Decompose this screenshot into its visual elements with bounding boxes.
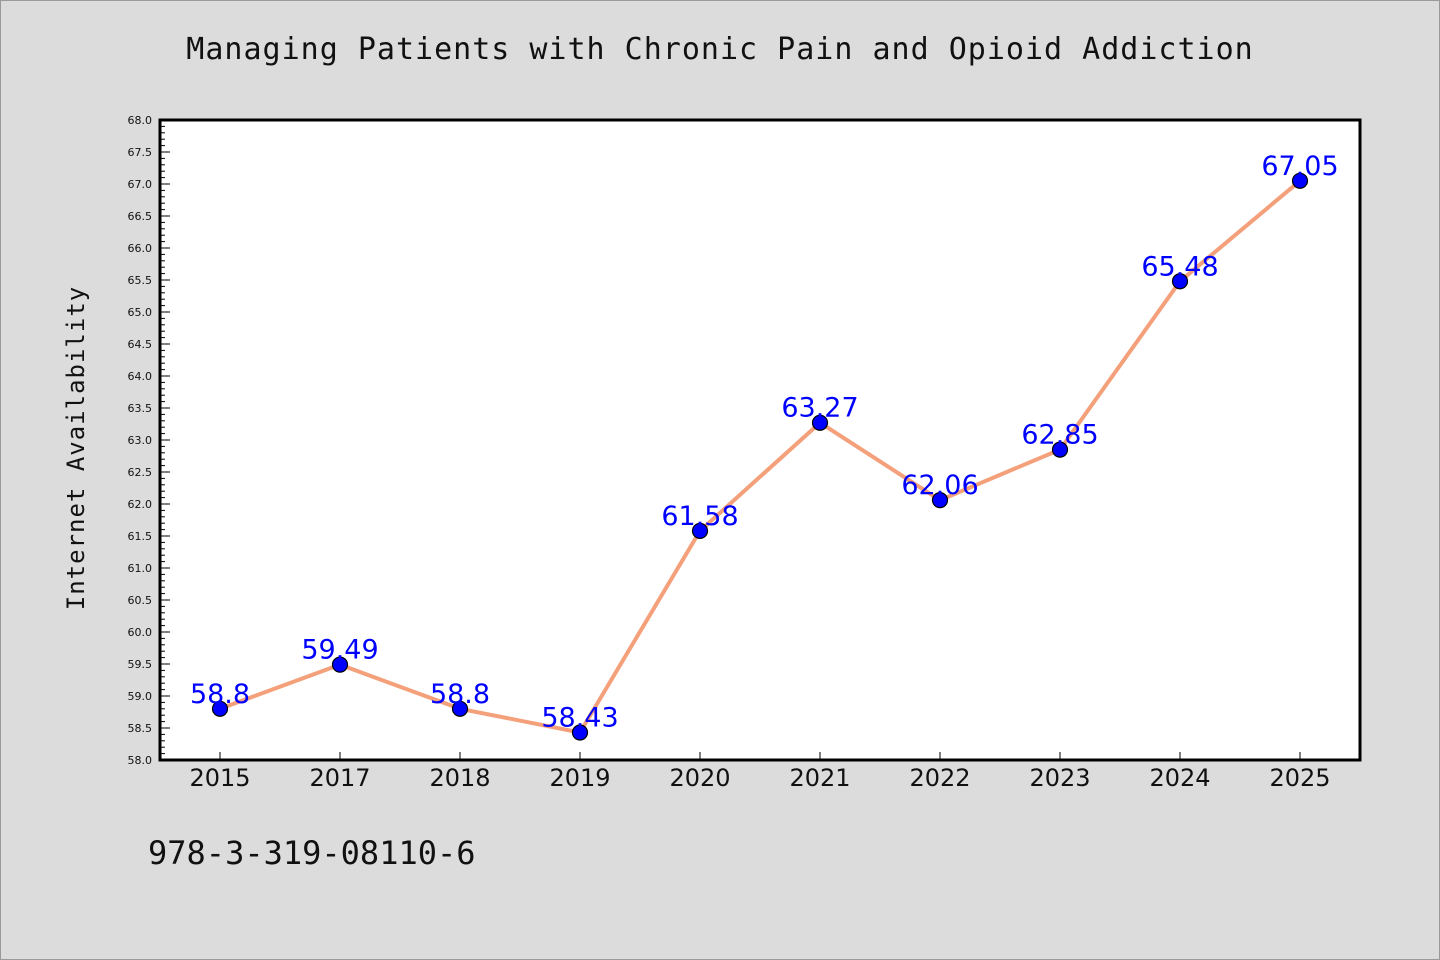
data-point (451, 700, 469, 717)
y-tick-label: 60.0 (128, 626, 153, 639)
data-point (691, 522, 709, 539)
x-tick-label: 2023 (1029, 764, 1090, 792)
x-tick-label: 2015 (189, 764, 250, 792)
series-line (218, 178, 1302, 735)
data-label: 58.8 (430, 679, 490, 710)
y-tick-label: 64.0 (128, 370, 153, 383)
plot-border (158, 118, 1362, 762)
x-axis-ticks: 2015 2017 2018 2019 2020 2021 2022 2023 2024 2025 (189, 752, 1331, 792)
x-tick-label: 2020 (669, 764, 730, 792)
data-point (811, 414, 829, 431)
x-tick-label: 2024 (1149, 764, 1210, 792)
data-label: 62.85 (1021, 420, 1098, 451)
y-tick-label: 64.5 (128, 338, 153, 351)
y-tick-label: 59.0 (128, 690, 153, 703)
x-tick-label: 2022 (909, 764, 970, 792)
data-labels: 58.8 59.49 58.8 58.43 61.58 63.27 62.06 62.85 65… (190, 151, 1339, 734)
y-tick-label: 67.0 (128, 178, 153, 191)
data-point (571, 724, 589, 741)
x-tick-label: 2019 (549, 764, 610, 792)
y-tick-label: 67.5 (128, 146, 153, 159)
y-tick-label: 66.5 (128, 210, 153, 223)
y-tick-label: 62.0 (128, 498, 153, 511)
data-label: 63.27 (781, 393, 858, 424)
y-tick-label: 58.5 (128, 722, 153, 735)
data-point (331, 656, 349, 673)
plot-area (160, 120, 1360, 760)
x-tick-label: 2017 (309, 764, 370, 792)
y-axis-ticks: 58.0 58.5 59.0 59.5 60.0 60.5 61.0 61.5 62.0 62.5… (128, 114, 170, 767)
chart-title: Managing Patients with Chronic Pain and … (186, 32, 1254, 67)
y-tick-label: 68.0 (128, 114, 153, 127)
data-label: 58.8 (190, 679, 250, 710)
data-point (931, 492, 949, 509)
data-markers (211, 172, 1309, 741)
data-point (1291, 172, 1309, 189)
y-tick-label: 60.5 (128, 594, 153, 607)
x-tick-label: 2021 (789, 764, 850, 792)
data-label: 65.48 (1141, 251, 1218, 282)
y-tick-label: 65.5 (128, 274, 153, 287)
isbn-text: 978-3-319-08110-6 (148, 834, 476, 872)
data-label: 62.06 (901, 470, 978, 501)
y-tick-label: 61.0 (128, 562, 153, 575)
data-point (211, 700, 229, 717)
y-tick-label: 59.5 (128, 658, 153, 671)
data-label: 59.49 (301, 635, 378, 666)
y-tick-label: 66.0 (128, 242, 153, 255)
y-tick-label: 58.0 (128, 754, 153, 767)
x-tick-label: 2025 (1269, 764, 1330, 792)
data-label: 61.58 (661, 501, 738, 532)
y-tick-label: 61.5 (128, 530, 153, 543)
data-point (1051, 441, 1069, 458)
x-tick-label: 2018 (429, 764, 490, 792)
data-label: 58.43 (541, 702, 618, 733)
y-tick-label: 65.0 (128, 306, 153, 319)
data-label: 67.05 (1261, 151, 1338, 182)
y-tick-label: 63.0 (128, 434, 153, 447)
data-point (1171, 273, 1189, 290)
y-tick-label: 62.5 (128, 466, 153, 479)
y-tick-label: 63.5 (128, 402, 153, 415)
